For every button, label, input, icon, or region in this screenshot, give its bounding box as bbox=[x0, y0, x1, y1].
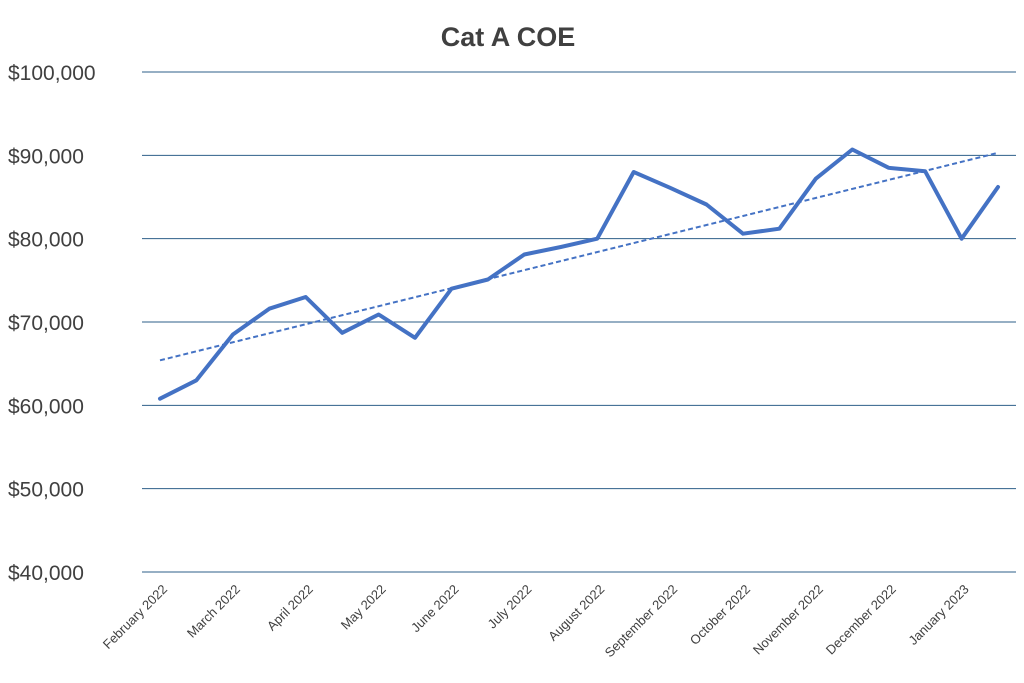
y-tick-label: $80,000 bbox=[8, 229, 84, 252]
chart-title: Cat A COE bbox=[441, 22, 576, 52]
x-tick-label: March 2022 bbox=[184, 582, 243, 641]
y-tick-label: $50,000 bbox=[8, 479, 84, 502]
x-tick-label: October 2022 bbox=[687, 582, 753, 648]
series-layer bbox=[158, 147, 1000, 401]
trendline-layer bbox=[159, 151, 999, 362]
coe-price-line bbox=[158, 147, 1000, 401]
x-tick-label: December 2022 bbox=[823, 582, 899, 658]
x-tick-label: April 2022 bbox=[264, 582, 316, 634]
y-tick-label: $100,000 bbox=[8, 62, 96, 85]
gridlines bbox=[142, 71, 1016, 573]
y-tick-label: $90,000 bbox=[8, 145, 84, 168]
x-tick-label: July 2022 bbox=[485, 582, 535, 632]
x-tick-label: May 2022 bbox=[338, 582, 389, 633]
x-axis-tick-labels: February 2022 March 2022 April 2022 May 202… bbox=[100, 582, 972, 661]
y-tick-label: $70,000 bbox=[8, 312, 84, 335]
y-tick-label: $40,000 bbox=[8, 562, 84, 585]
x-tick-label: November 2022 bbox=[750, 582, 826, 658]
y-tick-label: $60,000 bbox=[8, 395, 84, 418]
linear-trendline bbox=[159, 151, 999, 362]
x-tick-label: September 2022 bbox=[602, 582, 681, 661]
x-tick-label: January 2023 bbox=[905, 582, 971, 648]
x-tick-label: August 2022 bbox=[545, 582, 607, 644]
x-tick-label: June 2022 bbox=[408, 582, 462, 636]
x-tick-label: February 2022 bbox=[100, 582, 170, 652]
y-axis-tick-labels: $40,000 $50,000 $60,000 $70,000 $80,000 $90,0… bbox=[8, 62, 96, 585]
